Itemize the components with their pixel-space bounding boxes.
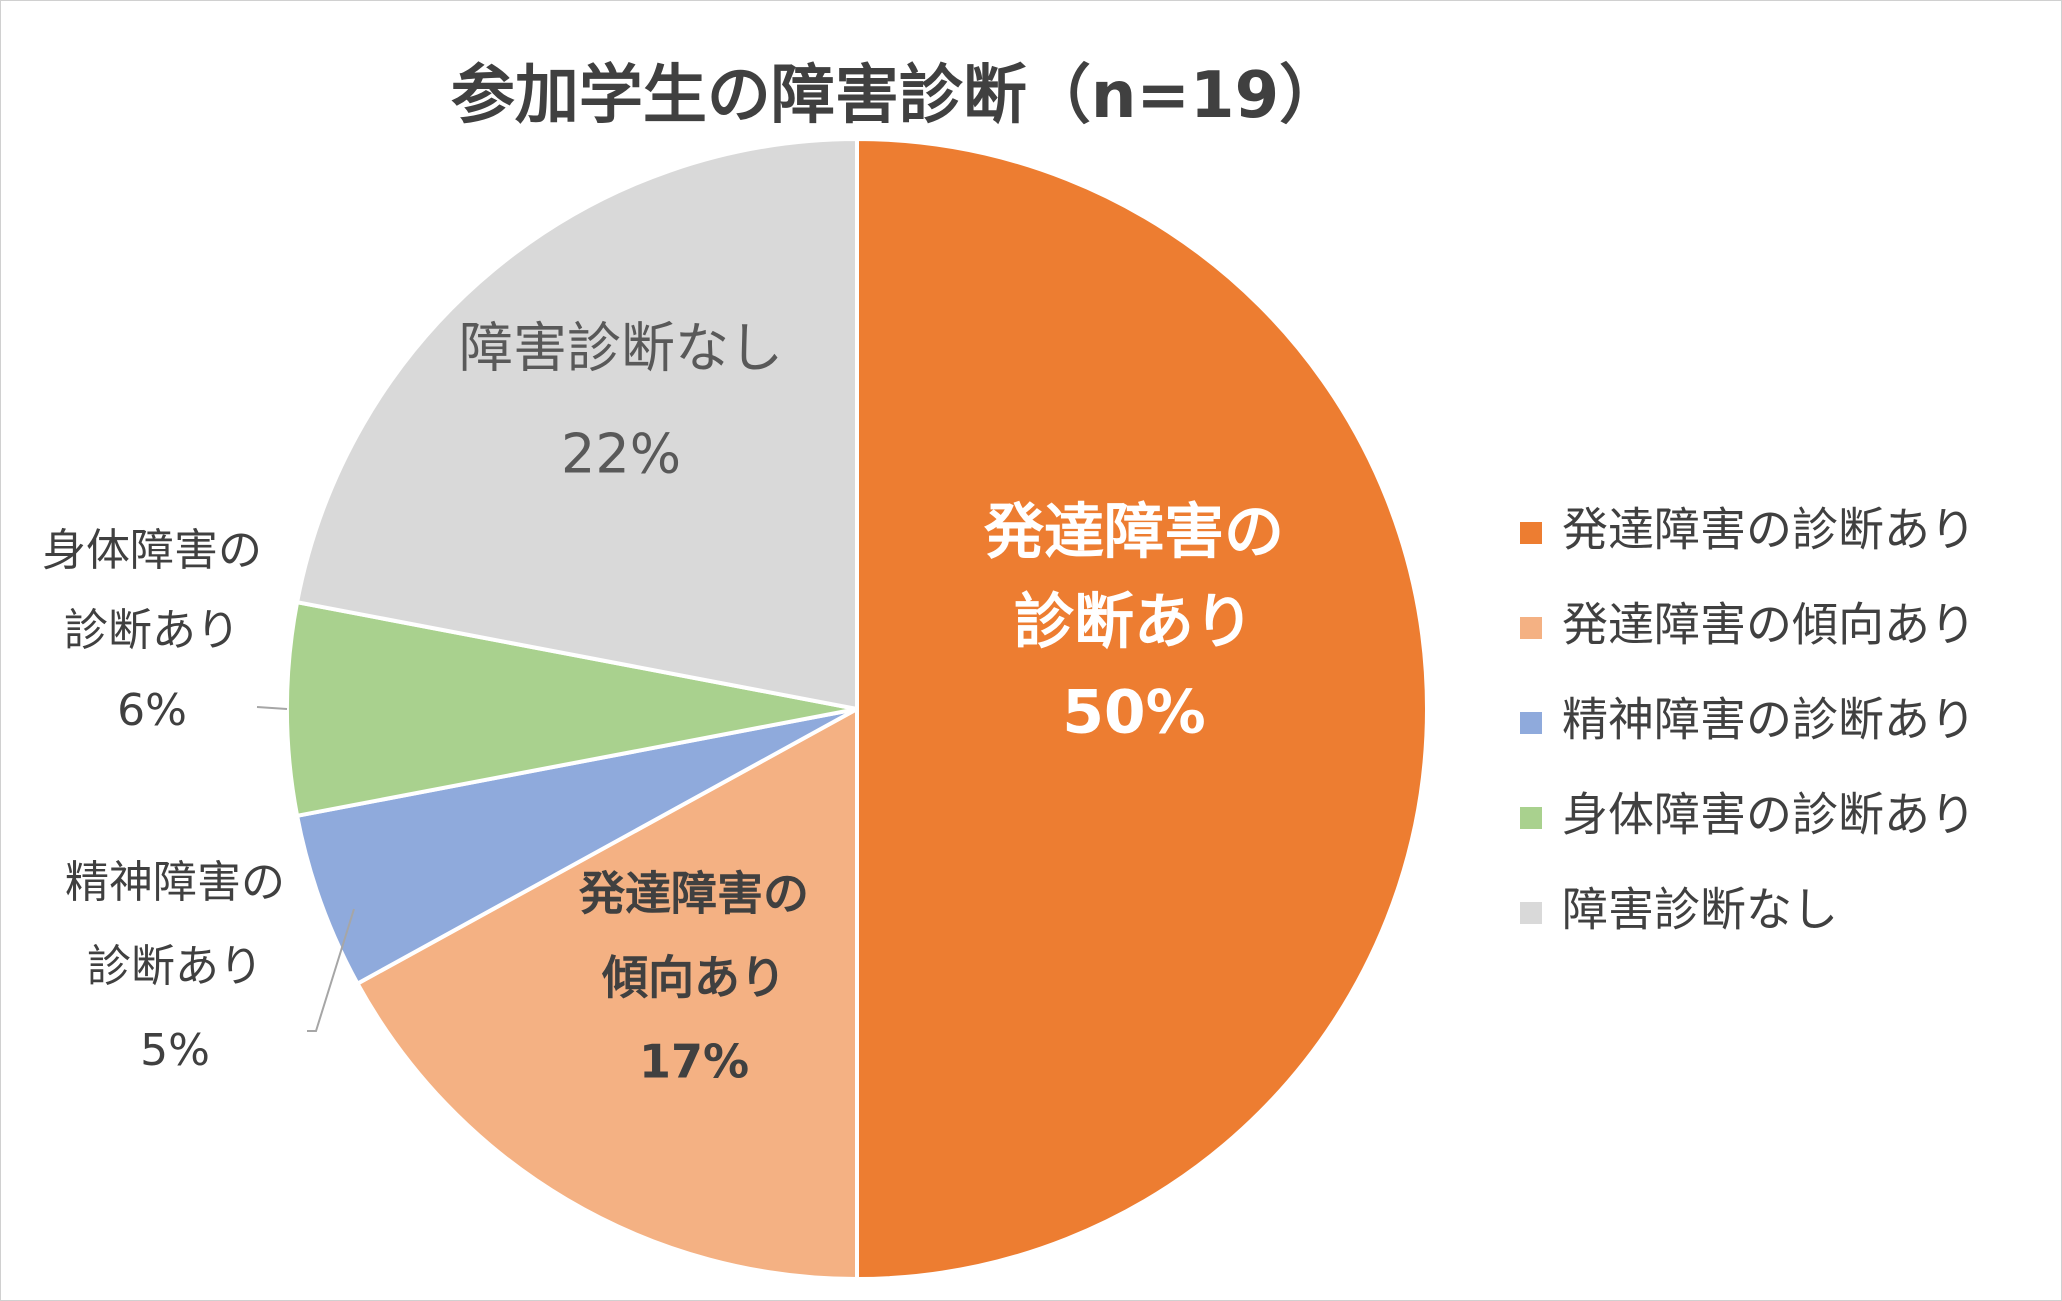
slice-5-wedge — [295, 137, 859, 711]
slice-2-category-label: 傾向あり — [601, 951, 786, 1005]
slice-3-category-label: 診断あり — [87, 941, 263, 992]
slice-3-category-label: 精神障害の — [65, 857, 285, 908]
slice-5-category-label: 障害診断なし — [459, 317, 783, 380]
chart-title: 参加学生の障害診断（n=19） — [451, 59, 1343, 133]
leader-lines — [256, 706, 355, 1032]
slice-4-category-label: 身体障害の — [42, 525, 262, 576]
slice-3-value-label: 5% — [140, 1025, 210, 1076]
legend-label-3: 精神障害の診断あり — [1562, 693, 1976, 747]
slice-4-category-label: 診断あり — [64, 605, 240, 656]
legend-swatch-4 — [1520, 807, 1542, 829]
pie-slices — [285, 137, 1429, 1281]
legend-label-2: 発達障害の傾向あり — [1562, 598, 1976, 652]
legend-swatch-2 — [1520, 617, 1542, 639]
legend-swatch-3 — [1520, 712, 1542, 734]
slice-2-wedge — [355, 707, 859, 1281]
slice-4-leader-line — [256, 706, 288, 710]
slice-2-value-label: 17% — [639, 1035, 749, 1089]
legend: 発達障害の診断あり発達障害の傾向あり精神障害の診断あり身体障害の診断あり障害診断… — [1520, 503, 1976, 937]
legend-swatch-1 — [1520, 522, 1542, 544]
slice-3-wedge — [295, 707, 859, 986]
slice-1-category-label: 診断あり — [1014, 588, 1254, 658]
slice-4-wedge — [285, 600, 859, 818]
data-labels: 発達障害の診断あり50%発達障害の傾向あり17%精神障害の診断あり5%身体障害の… — [42, 317, 1284, 1089]
slice-3-leader-line — [307, 908, 355, 1032]
slice-1-wedge — [855, 137, 1429, 1281]
slice-5-value-label: 22% — [561, 423, 681, 486]
legend-label-1: 発達障害の診断あり — [1562, 503, 1976, 557]
slice-2-category-label: 発達障害の — [579, 867, 809, 921]
slice-1-category-label: 発達障害の — [984, 498, 1284, 568]
slice-1-value-label: 50% — [1062, 678, 1206, 748]
legend-label-5: 障害診断なし — [1562, 883, 1838, 937]
legend-label-4: 身体障害の診断あり — [1562, 788, 1976, 842]
legend-swatch-5 — [1520, 902, 1542, 924]
slice-4-value-label: 6% — [117, 685, 187, 736]
